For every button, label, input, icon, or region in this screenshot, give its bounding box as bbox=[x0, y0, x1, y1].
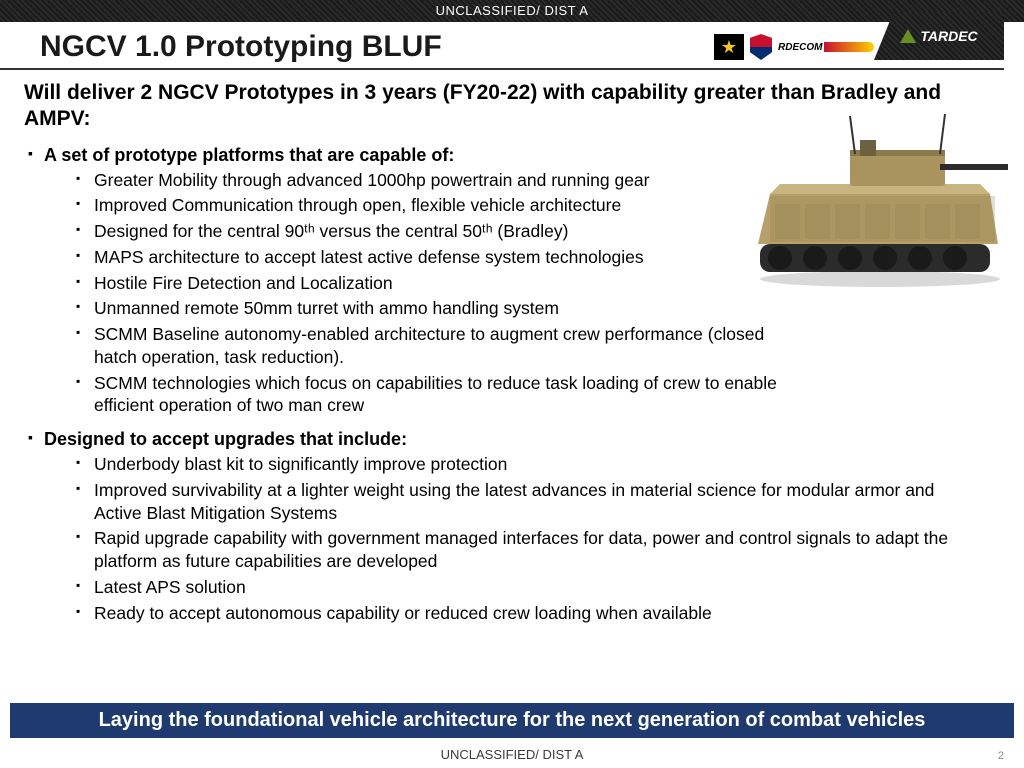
classification-top: UNCLASSIFIED/ DIST A bbox=[0, 0, 1024, 22]
list-item: Ready to accept autonomous capability or… bbox=[94, 602, 994, 625]
list-item: Latest APS solution bbox=[94, 576, 994, 599]
section-a-heading: A set of prototype platforms that are ca… bbox=[44, 145, 994, 166]
list-item: Designed for the central 90ᵗʰ versus the… bbox=[94, 220, 814, 243]
list-item: Greater Mobility through advanced 1000hp… bbox=[94, 169, 814, 192]
slide-title: NGCV 1.0 Prototyping BLUF bbox=[40, 30, 442, 64]
list-item: Hostile Fire Detection and Localization bbox=[94, 272, 814, 295]
list-item: Improved survivability at a lighter weig… bbox=[94, 479, 994, 525]
army-shield-icon bbox=[750, 34, 772, 60]
rdecom-logo: RDECOM bbox=[778, 34, 868, 60]
list-item: Underbody blast kit to significantly imp… bbox=[94, 453, 994, 476]
list-item: Improved Communication through open, fle… bbox=[94, 194, 814, 217]
list-item: SCMM technologies which focus on capabil… bbox=[94, 372, 814, 418]
slide-content: Will deliver 2 NGCV Prototypes in 3 year… bbox=[0, 70, 1024, 624]
list-item: Rapid upgrade capability with government… bbox=[94, 527, 994, 573]
list-item: SCMM Baseline autonomy-enabled architect… bbox=[94, 323, 814, 369]
section-a-list: Greater Mobility through advanced 1000hp… bbox=[94, 169, 814, 418]
tardec-triangle-icon bbox=[900, 29, 916, 43]
logo-strip: ★ RDECOM TARDEC bbox=[714, 34, 1004, 60]
classification-bottom: UNCLASSIFIED/ DIST A bbox=[0, 747, 1024, 762]
tardec-logo-text: TARDEC bbox=[920, 28, 977, 44]
footer-banner: Laying the foundational vehicle architec… bbox=[10, 703, 1014, 738]
page-number: 2 bbox=[998, 750, 1004, 762]
list-item: Unmanned remote 50mm turret with ammo ha… bbox=[94, 297, 814, 320]
army-star-icon: ★ bbox=[714, 34, 744, 60]
tardec-logo: TARDEC bbox=[874, 12, 1004, 60]
section-b-heading: Designed to accept upgrades that include… bbox=[44, 429, 994, 450]
section-b-list: Underbody blast kit to significantly imp… bbox=[94, 453, 994, 624]
rdecom-logo-text: RDECOM bbox=[778, 42, 822, 53]
slide-header: NGCV 1.0 Prototyping BLUF ★ RDECOM TARDE… bbox=[0, 22, 1004, 70]
list-item: MAPS architecture to accept latest activ… bbox=[94, 246, 814, 269]
